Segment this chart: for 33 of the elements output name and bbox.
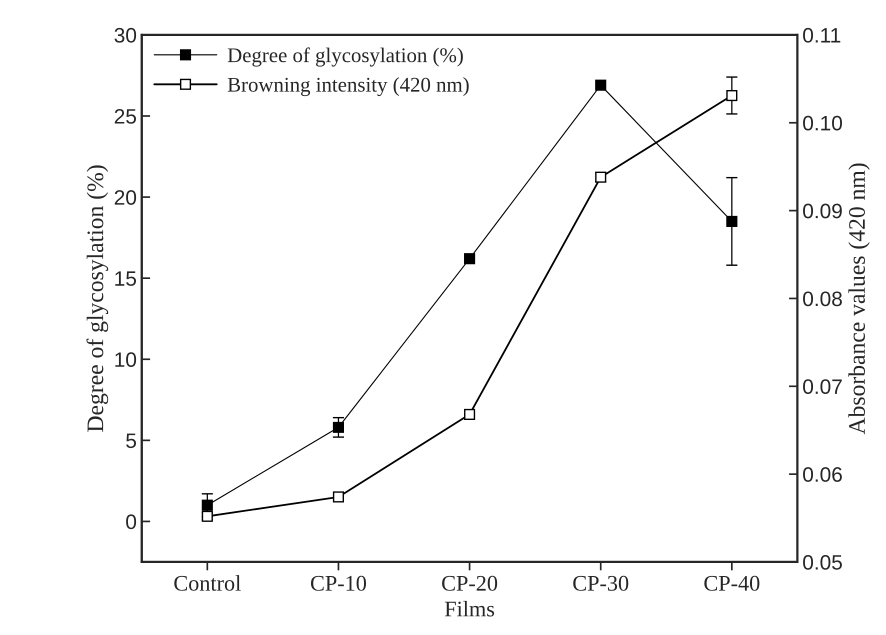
y2-tick-label: 0.07 — [803, 379, 842, 394]
y-tick-label: 0 — [126, 514, 136, 530]
x-tick-label: CP-40 — [704, 576, 760, 591]
y-tick-label: 5 — [126, 434, 136, 448]
point — [464, 253, 476, 264]
point — [726, 90, 738, 102]
point — [726, 216, 738, 227]
y-tick-label: 20 — [114, 190, 136, 205]
x-tick-label: CP-30 — [573, 576, 628, 591]
y2-tick-label: 0.05 — [803, 554, 842, 570]
x-tick-label: Control — [174, 575, 241, 591]
y-tick-label: 30 — [114, 28, 136, 43]
legend-label: Browning intensity (420 nm) — [228, 77, 469, 96]
y2-axis-title: Absorbance values (420 nm) — [848, 163, 870, 434]
y2-tick-label: 0.10 — [803, 116, 842, 131]
y-axis-title: Degree of glycosylation (%) — [86, 165, 108, 432]
point — [332, 491, 344, 503]
y-tick-label: 10 — [115, 352, 136, 368]
x-tick-label: CP-10 — [310, 576, 366, 591]
y2-tick-label: 0.09 — [803, 204, 842, 218]
point — [595, 80, 606, 91]
y-tick-label: 15 — [115, 271, 136, 286]
legend-label: Degree of glycosylation (%) — [228, 47, 463, 67]
y2-tick-label: 0.06 — [803, 467, 842, 482]
point — [595, 172, 606, 183]
y-tick-label: 25 — [114, 109, 136, 124]
point — [464, 408, 476, 420]
x-tick-label: CP-20 — [442, 576, 498, 591]
y2-tick-label: 0.11 — [803, 28, 840, 43]
point — [332, 422, 344, 433]
point — [202, 500, 213, 511]
y2-tick-label: 0.08 — [803, 291, 842, 306]
x-axis-title: Films — [444, 600, 494, 617]
